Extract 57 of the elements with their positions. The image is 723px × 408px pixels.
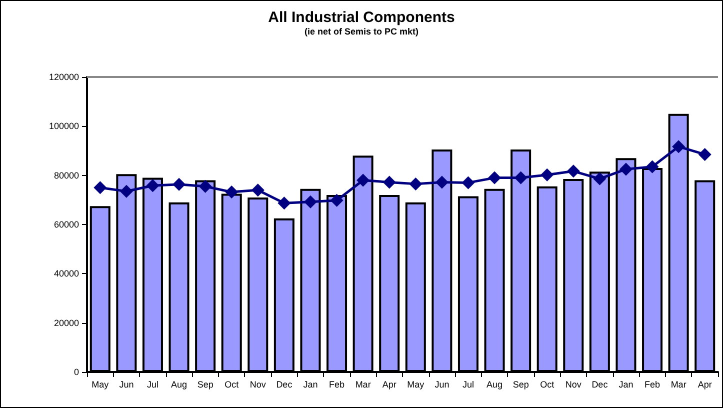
chart-title: All Industrial Components xyxy=(268,9,455,26)
point xyxy=(698,148,712,161)
y-tick-label: 40000 xyxy=(54,268,79,279)
point xyxy=(146,179,160,192)
x-tick-label: Sep xyxy=(512,380,529,390)
y-tick-label: 80000 xyxy=(54,170,79,180)
x-tick-label: Aug xyxy=(486,380,503,390)
x-tick-label: Feb xyxy=(329,380,345,390)
x-tick-label: Jan xyxy=(618,380,634,390)
x-tick-label: Nov xyxy=(565,380,582,390)
point xyxy=(120,184,133,198)
x-tick-label: Jun xyxy=(119,380,134,390)
point xyxy=(435,176,448,189)
x-tick-label: Jul xyxy=(462,380,474,390)
x-tick-label: Mar xyxy=(670,380,686,390)
point xyxy=(278,196,291,210)
y-tick-label: 60000 xyxy=(54,220,79,230)
x-tick-label: Apr xyxy=(698,380,712,390)
point xyxy=(619,162,632,176)
x-tick-label: Mar xyxy=(355,380,371,390)
x-tick-label: Aug xyxy=(171,380,188,390)
x-tick-label: Oct xyxy=(540,380,555,390)
point xyxy=(94,181,107,194)
x-tick-label: Jul xyxy=(146,380,158,390)
x-tick-label: May xyxy=(407,380,425,390)
point xyxy=(462,176,475,190)
x-tick-label: Dec xyxy=(592,380,608,390)
x-tick-label: Sep xyxy=(197,380,214,390)
point xyxy=(304,195,317,208)
x-tick-label: Apr xyxy=(382,380,396,390)
point xyxy=(646,160,659,174)
x-tick-label: Jun xyxy=(434,380,450,390)
point xyxy=(356,174,370,187)
x-tick-label: Feb xyxy=(644,380,660,390)
point xyxy=(330,194,344,207)
y-tick-label: 0 xyxy=(74,367,79,377)
point xyxy=(225,186,238,199)
x-tick-label: Oct xyxy=(224,380,240,390)
chart-subtitle: (ie net of Semis to PC mkt) xyxy=(304,26,419,36)
point xyxy=(566,164,580,178)
point xyxy=(672,140,686,154)
point xyxy=(514,171,528,184)
point xyxy=(593,172,606,186)
y-tick-label: 100000 xyxy=(48,121,79,132)
point xyxy=(172,178,186,191)
x-tick-label: Dec xyxy=(276,380,293,390)
point xyxy=(251,184,264,197)
x-tick-label: Jan xyxy=(303,380,318,390)
point xyxy=(382,176,396,189)
y-tick-label: 120000 xyxy=(48,72,79,82)
y-tick-label: 20000 xyxy=(54,318,79,328)
point xyxy=(409,177,422,190)
point xyxy=(488,171,502,184)
point xyxy=(198,180,212,193)
x-tick-label: Nov xyxy=(250,380,266,390)
point xyxy=(540,168,554,182)
x-tick-label: May xyxy=(92,380,110,390)
